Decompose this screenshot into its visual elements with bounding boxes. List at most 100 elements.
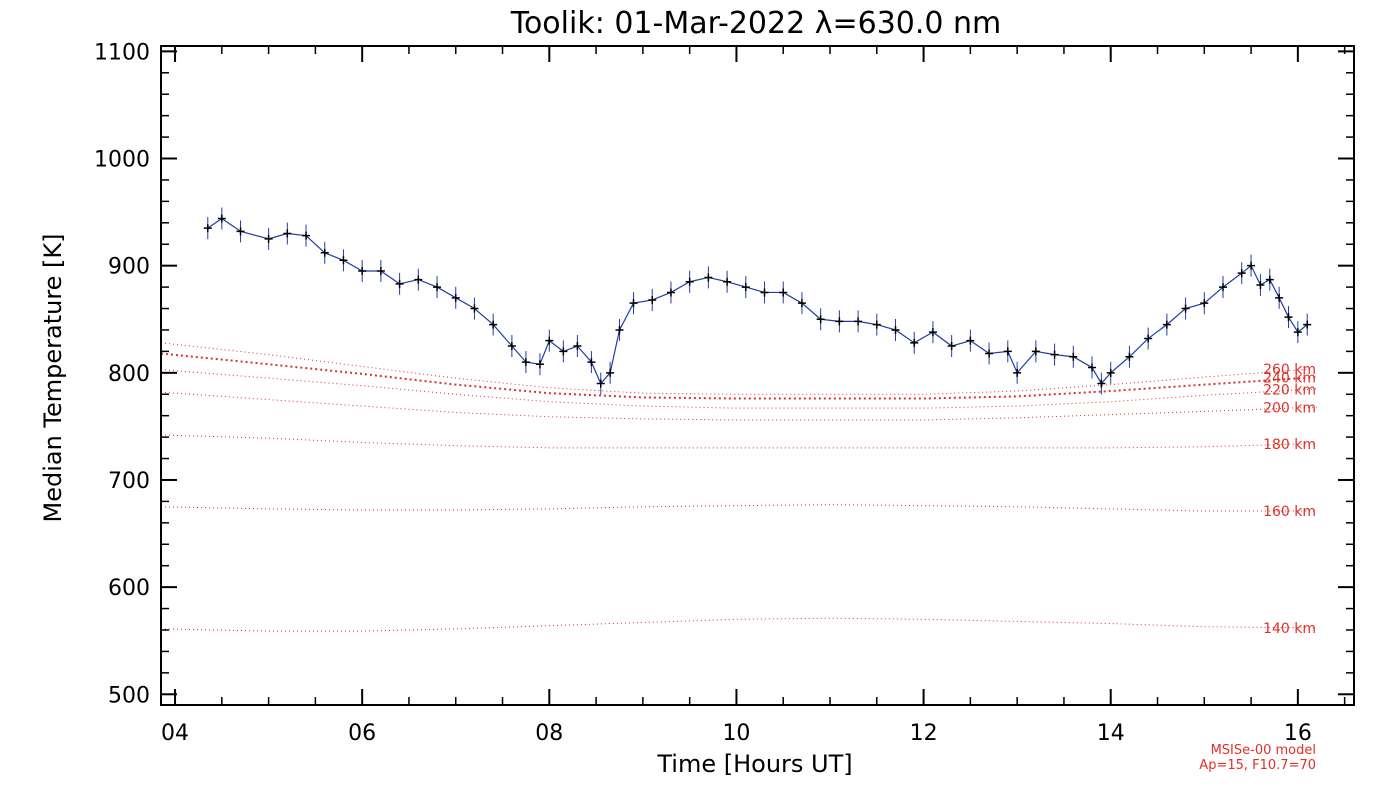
data-point	[1200, 299, 1209, 308]
data-point	[760, 288, 769, 297]
data-point	[779, 288, 788, 297]
data-point	[320, 248, 329, 257]
data-point	[358, 267, 367, 276]
data-point	[797, 299, 806, 308]
data-point	[816, 315, 825, 324]
data-point	[203, 224, 212, 233]
measurement-line	[207, 217, 1308, 385]
data-point	[1162, 320, 1171, 329]
data-point	[1106, 368, 1115, 377]
data-point	[1088, 363, 1097, 372]
data-point	[414, 275, 423, 284]
data-point	[1031, 347, 1040, 356]
data-point	[573, 342, 582, 351]
y-tick-label: 600	[108, 576, 150, 601]
data-point	[1256, 280, 1265, 289]
model-curve	[160, 352, 1317, 400]
data-point	[606, 368, 615, 377]
model-curve	[160, 504, 1317, 512]
data-point	[1050, 350, 1059, 359]
data-point	[1013, 368, 1022, 377]
data-point	[596, 379, 605, 388]
data-point	[966, 336, 975, 345]
data-point	[587, 358, 596, 367]
data-point	[521, 358, 530, 367]
data-point	[545, 336, 554, 345]
data-point	[451, 293, 460, 302]
x-tick-label: 12	[910, 721, 938, 746]
data-point	[666, 288, 675, 297]
model-annotation-line-1: MSISe-00 model	[1211, 743, 1316, 758]
y-tick-label: 1100	[94, 40, 150, 65]
model-curve-label: 200 km	[1263, 400, 1316, 416]
data-point	[395, 279, 404, 288]
data-point	[1144, 334, 1153, 343]
model-curve-label: 180 km	[1263, 437, 1316, 453]
data-point	[1125, 352, 1134, 361]
x-tick-label: 08	[535, 721, 563, 746]
data-point	[507, 342, 516, 351]
model-curve	[160, 342, 1317, 395]
model-curve	[160, 434, 1317, 449]
model-curve	[160, 617, 1317, 632]
x-tick-label: 06	[348, 721, 376, 746]
y-tick-label: 700	[108, 469, 150, 494]
y-tick-label: 900	[108, 255, 150, 280]
data-point	[1265, 275, 1274, 284]
data-point	[891, 325, 900, 334]
x-tick-label: 14	[1097, 721, 1125, 746]
data-point	[376, 267, 385, 276]
y-tick-label: 1000	[94, 148, 150, 173]
model-curve-label: 220 km	[1263, 382, 1316, 398]
y-tick-label: 800	[108, 362, 150, 387]
data-point	[264, 234, 273, 243]
x-axis-label: Time [Hours UT]	[656, 750, 852, 778]
data-point	[723, 277, 732, 286]
data-point	[1003, 347, 1012, 356]
data-point	[1181, 304, 1190, 313]
data-point	[236, 227, 245, 236]
x-tick-label: 10	[722, 721, 750, 746]
data-point	[489, 320, 498, 329]
data-point	[928, 328, 937, 337]
data-point	[1303, 320, 1312, 329]
x-tick-label: 16	[1284, 721, 1312, 746]
data-point	[985, 349, 994, 358]
data-point	[685, 277, 694, 286]
data-point	[217, 214, 226, 223]
data-point	[947, 342, 956, 351]
data-point	[433, 283, 442, 292]
data-point	[283, 229, 292, 238]
data-point	[535, 360, 544, 369]
data-point	[470, 304, 479, 313]
data-point	[1237, 269, 1246, 278]
chart-title: Toolik: 01-Mar-2022 λ=630.0 nm	[510, 6, 1002, 41]
data-point	[1097, 379, 1106, 388]
model-curve-label: 240 km	[1263, 371, 1316, 387]
model-curve-label: 160 km	[1263, 504, 1316, 520]
model-curve-label: 140 km	[1263, 621, 1316, 637]
data-point	[872, 320, 881, 329]
model-curve	[160, 369, 1317, 409]
data-point	[339, 256, 348, 265]
model-annotation-line-2: Ap=15, F10.7=70	[1199, 758, 1316, 773]
data-point	[629, 299, 638, 308]
axis-ticks: 04 06 08 10 12 14 16 500 600 700 800 900 1000 1100	[94, 40, 1354, 746]
measurement-series	[203, 207, 1312, 395]
data-point	[835, 317, 844, 326]
data-point	[1247, 261, 1256, 270]
data-point	[559, 347, 568, 356]
model-curve	[160, 391, 1317, 421]
data-point	[910, 338, 919, 347]
data-point	[1219, 283, 1227, 292]
data-point	[1293, 328, 1302, 337]
plot-frame	[160, 45, 1355, 706]
x-tick-label: 04	[161, 721, 189, 746]
data-point	[704, 273, 713, 282]
data-point	[741, 283, 750, 292]
y-tick-label: 500	[108, 683, 150, 708]
data-point	[302, 231, 311, 240]
data-point	[1284, 313, 1293, 322]
